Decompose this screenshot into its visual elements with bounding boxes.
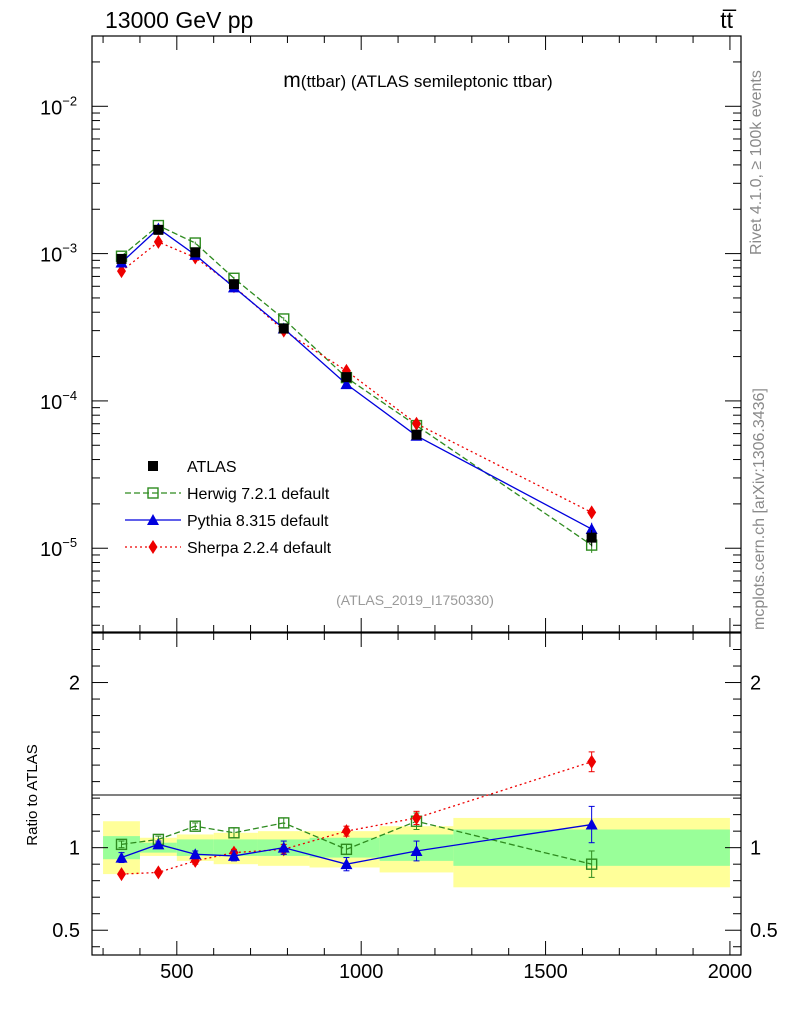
ratio-point <box>585 818 598 830</box>
legend-item-herwig-7-2-1-default: Herwig 7.2.1 default <box>125 486 330 503</box>
ratio-point <box>152 838 165 850</box>
main-y-tick-label: 10−5 <box>40 535 77 561</box>
ratio-series-line <box>121 761 592 875</box>
ratio-y-tick-label: 0.5 <box>52 920 80 942</box>
ratio-point <box>341 824 351 839</box>
ratio-point <box>410 844 423 856</box>
series-sherpa-2-2-4-default <box>117 234 597 520</box>
ratio-point <box>278 817 290 829</box>
series-herwig-7-2-1-default <box>115 219 598 553</box>
legend-marker <box>147 487 159 499</box>
main-y-tick-label: 10−3 <box>40 241 77 267</box>
ratio-point <box>117 867 126 882</box>
legend-label: Pythia 8.315 default <box>187 513 329 530</box>
data-point <box>116 253 127 264</box>
rivet-version-label: Rivet 4.1.0, ≥ 100k events <box>748 70 765 255</box>
data-point <box>117 264 126 279</box>
ratio-y-tick-label-right: 1 <box>750 838 761 860</box>
legend-label: Sherpa 2.2.4 default <box>187 540 332 557</box>
legend-label: ATLAS <box>187 459 237 476</box>
data-point <box>341 372 352 383</box>
ratio-y-tick-label: 1 <box>69 838 80 860</box>
ratio-point <box>277 841 290 853</box>
ratio-uncertainty-bands <box>103 817 730 888</box>
ratio-plot-frame <box>91 632 742 956</box>
ratio-series-line <box>121 823 592 865</box>
ratio-y-axis-label: Ratio to ATLAS <box>24 744 41 845</box>
ratio-axis-ticks <box>92 633 741 955</box>
ratio-point <box>340 843 353 856</box>
ratio-series-line <box>121 820 592 865</box>
ratio-point <box>412 810 421 825</box>
main-y-tick-label: 10−2 <box>40 93 77 119</box>
ratio-plot-panel: 0.5 0.5 1 1 2 2 500 1000 1500 2000 Ratio to ATLAS <box>24 632 778 983</box>
data-point <box>587 505 597 520</box>
ratio-point <box>228 827 240 839</box>
legend: ATLAS Herwig 7.2.1 default Pythia 8.315 de… <box>125 459 332 557</box>
series-line-herwig-7-2-1-default <box>121 224 593 546</box>
ratio-x-tick-label: 2000 <box>708 961 753 983</box>
data-point <box>153 234 163 249</box>
data-point <box>340 378 353 390</box>
ratio-point <box>587 754 597 769</box>
series-line-pythia-8-315-default <box>121 227 592 530</box>
ratio-tick-labels: 0.5 0.5 1 1 2 2 500 1000 1500 2000 <box>52 673 778 983</box>
data-point <box>411 429 422 440</box>
main-y-tick-labels: 10−5 10−4 10−3 10−2 <box>40 93 77 561</box>
ratio-point <box>227 849 240 861</box>
legend-label: Herwig 7.2.1 default <box>187 486 330 503</box>
ratio-point <box>585 858 598 870</box>
main-series-layer <box>115 219 598 553</box>
main-axis-ticks <box>92 35 741 632</box>
ratio-point <box>115 838 128 851</box>
data-point <box>278 323 289 334</box>
ratio-series-layer <box>115 751 598 882</box>
series-atlas <box>116 224 597 547</box>
analysis-tag: (ATLAS_2019_I1750330) <box>336 592 494 608</box>
ratio-point <box>340 858 353 870</box>
data-point <box>586 532 597 543</box>
plot-title: m(ttbar) (ATLAS semileptonic ttbar) <box>283 69 552 92</box>
ratio-point <box>189 848 202 860</box>
data-point <box>228 279 239 290</box>
ratio-y-tick-label-right: 2 <box>750 673 761 695</box>
legend-marker <box>148 461 158 471</box>
ratio-point <box>189 820 201 832</box>
data-point <box>153 224 164 235</box>
ratio-y-tick-label: 2 <box>69 673 80 695</box>
data-point <box>585 523 598 535</box>
legend-item-sherpa-2-2-4-default: Sherpa 2.2.4 default <box>125 540 332 557</box>
main-y-tick-label: 10−4 <box>40 388 77 414</box>
process-label: tt̅ <box>720 7 736 33</box>
ratio-band-inner <box>309 837 380 858</box>
data-point <box>190 247 201 258</box>
main-plot-frame <box>91 35 742 633</box>
ratio-point <box>153 865 163 880</box>
legend-item-atlas: ATLAS <box>148 459 237 476</box>
energy-label: 13000 GeV pp <box>105 7 253 33</box>
ratio-band-inner <box>213 839 258 856</box>
data-point <box>412 416 421 431</box>
legend-item-pythia-8-315-default: Pythia 8.315 default <box>125 513 329 530</box>
ratio-x-tick-label: 1500 <box>523 961 568 983</box>
legend-marker <box>147 514 159 525</box>
ratio-x-tick-label: 500 <box>160 961 193 983</box>
mcplots-label: mcplots.cern.ch [arXiv:1306.3436] <box>751 388 768 630</box>
ratio-point <box>115 851 128 863</box>
ratio-y-tick-label-right: 0.5 <box>750 920 778 942</box>
ratio-series-pythia-8-315-default <box>115 805 598 872</box>
main-plot-panel: 10−5 10−4 10−3 10−2 m(ttbar) (ATLAS semilep… <box>40 35 742 633</box>
legend-marker <box>148 540 158 554</box>
ratio-x-tick-label: 1000 <box>339 961 384 983</box>
